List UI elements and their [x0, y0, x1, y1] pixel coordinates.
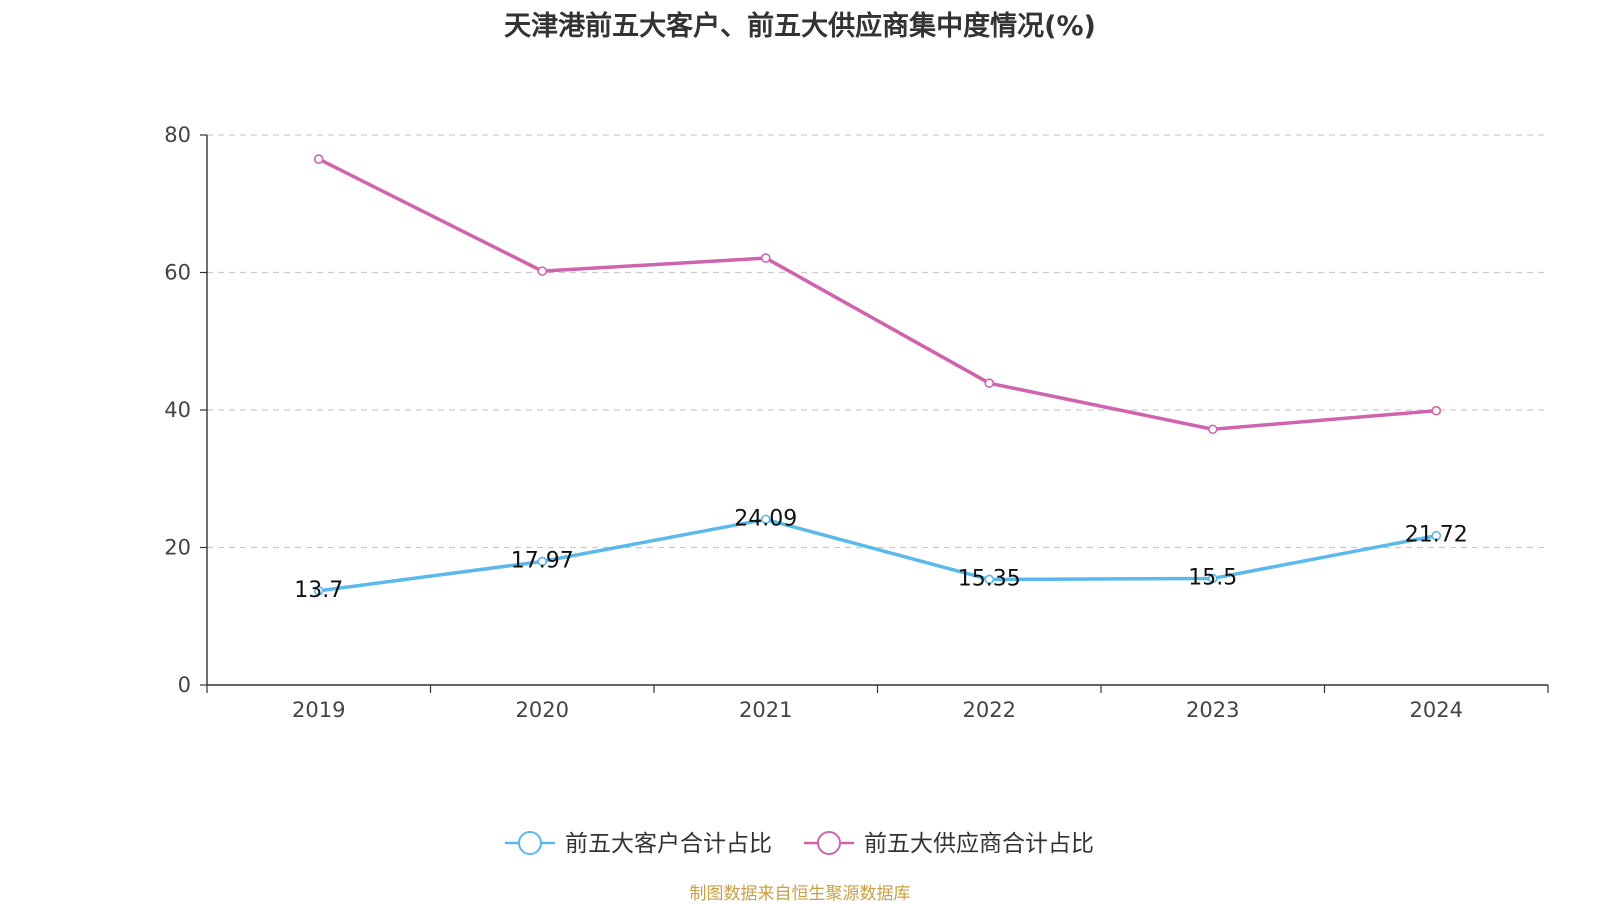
grid-lines: [207, 134, 1548, 549]
legend-marker-icon: [817, 831, 841, 855]
x-tick-label-2019: 2019: [292, 698, 345, 722]
source-note: 制图数据来自恒生聚源数据库: [689, 884, 911, 904]
x-tick-label-2021: 2021: [739, 698, 792, 722]
data-point-s0-2019: [313, 586, 324, 596]
data-label-s0-2021: 24.09: [734, 506, 797, 531]
data-label-s0-2023: 15.5: [1188, 565, 1237, 590]
series-line-1: [317, 157, 1437, 431]
data-point-s0-2022: [984, 574, 995, 585]
axes: 0 20 40 60 80 2019 2020 2021 2022 2023 2024: [164, 123, 1549, 722]
x-tick-label-2020: 2020: [516, 698, 569, 722]
y-tick-label-0: 0: [178, 673, 191, 697]
y-tick-label-60: 60: [164, 261, 191, 285]
data-point-s0-2020: [537, 556, 548, 567]
legend-marker-icon: [518, 831, 542, 855]
x-tick-label-2023: 2023: [1186, 698, 1239, 722]
y-tick-label-40: 40: [164, 398, 191, 422]
legend-item-0[interactable]: 前五大客户合计占比: [505, 831, 772, 857]
legend-label: 前五大客户合计占比: [565, 831, 772, 857]
data-point-s1-2024: [1431, 405, 1442, 416]
legend[interactable]: 前五大客户合计占比 前五大供应商合计占比: [505, 831, 1094, 857]
data-point-s0-2021: [760, 514, 771, 525]
y-tick-label-80: 80: [164, 123, 191, 147]
data-labels: 13.7 17.97 24.09 15.35 15.5 21.72: [294, 506, 1467, 602]
data-label-s0-2020: 17.97: [511, 548, 574, 573]
data-label-s0-2019: 13.7: [294, 578, 343, 603]
data-point-s0-2024: [1431, 530, 1442, 541]
series-lines: [313, 154, 1442, 596]
legend-item-1[interactable]: 前五大供应商合计占比: [804, 831, 1094, 857]
data-point-s0-2023: [1207, 573, 1218, 584]
x-tick-label-2024: 2024: [1410, 698, 1463, 722]
series-line-0: [318, 517, 1437, 593]
x-tick-label-2022: 2022: [963, 698, 1016, 722]
data-point-s1-2022: [984, 378, 995, 388]
data-point-s1-2021: [760, 253, 771, 263]
data-point-s1-2019: [313, 154, 324, 164]
legend-label: 前五大供应商合计占比: [864, 831, 1094, 857]
y-tick-label-20: 20: [164, 536, 191, 560]
data-label-s0-2024: 21.72: [1405, 523, 1468, 548]
chart-title: 天津港前五大客户、前五大供应商集中度情况(%): [504, 11, 1096, 42]
data-label-s0-2022: 15.35: [958, 566, 1021, 591]
data-point-s1-2020: [537, 266, 548, 276]
data-point-s1-2023: [1207, 424, 1218, 435]
